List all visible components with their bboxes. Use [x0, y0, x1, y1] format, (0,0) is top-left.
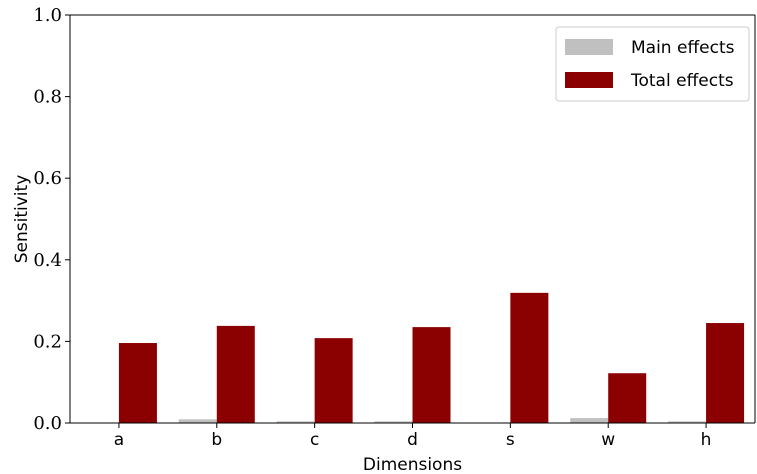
- legend-label: Main effects: [631, 38, 735, 58]
- y-tick-label: 0.4: [33, 250, 62, 271]
- y-axis-title: Sensitivity: [12, 175, 32, 264]
- y-tick-label: 0.6: [33, 168, 62, 189]
- legend-label: Total effects: [630, 71, 734, 91]
- bar-total-effect: [216, 325, 255, 423]
- bar-total-effect: [412, 327, 451, 423]
- y-ticks-group: 0.0 0.2 0.4 0.6 0.8 1.0: [33, 5, 70, 434]
- x-tick-label: b: [211, 430, 222, 450]
- bar-total-effect: [510, 292, 549, 423]
- legend: Main effects Total effects: [555, 26, 750, 102]
- bar-total-effect: [706, 323, 745, 423]
- bar-total-effect: [608, 373, 647, 423]
- bars-group: [118, 292, 745, 423]
- x-tick-label: d: [407, 430, 418, 450]
- x-tick-label: s: [506, 430, 515, 450]
- bar-main-effect: [178, 419, 217, 423]
- bar-main-effect: [374, 421, 413, 423]
- bar-main-effect: [668, 421, 707, 423]
- x-tick-label: h: [701, 430, 712, 450]
- bar-main-effect: [276, 421, 315, 423]
- x-tick-label: a: [114, 430, 124, 450]
- x-axis-title: Dimensions: [363, 455, 462, 474]
- bar-main-effect: [570, 418, 609, 423]
- legend-swatch: [565, 39, 613, 55]
- y-tick-label: 0.8: [33, 87, 62, 108]
- legend-swatch: [565, 72, 613, 88]
- bar-total-effect: [118, 343, 157, 423]
- y-tick-label: 1.0: [33, 5, 62, 26]
- y-tick-label: 0.0: [33, 413, 62, 434]
- y-tick-label: 0.2: [33, 331, 62, 352]
- axes-group: [69, 14, 756, 424]
- bar-total-effect: [314, 338, 353, 423]
- x-tick-label: w: [601, 430, 615, 450]
- x-tick-label: c: [310, 430, 319, 450]
